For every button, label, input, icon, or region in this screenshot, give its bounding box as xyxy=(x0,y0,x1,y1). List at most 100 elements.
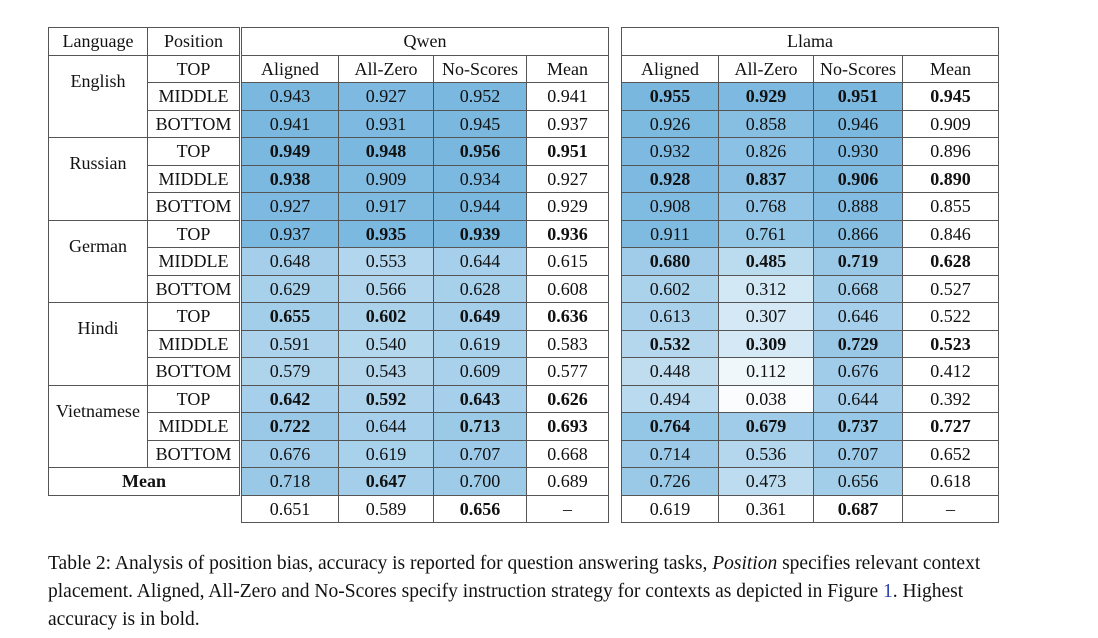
value-cell: – xyxy=(526,494,609,523)
table-row: 0.532 0.309 0.729 0.523 xyxy=(621,329,999,358)
value-cell: 0.494 xyxy=(621,384,719,413)
value-cell: 0.592 xyxy=(338,384,434,413)
table-row: 0.629 0.566 0.628 0.608 xyxy=(241,274,609,303)
value-cell: 0.929 xyxy=(526,192,609,221)
table-row: Vietnamese TOP xyxy=(48,384,240,468)
table-row: Hindi TOP xyxy=(48,302,240,386)
table-row: 0.579 0.543 0.609 0.577 xyxy=(241,357,609,386)
position-cell: BOTTOM xyxy=(147,274,240,303)
value-cell: 0.955 xyxy=(621,82,719,111)
value-cell: 0.679 xyxy=(718,412,814,441)
value-cell: 0.932 xyxy=(621,137,719,166)
value-cell: 0.602 xyxy=(338,302,434,331)
table-row: 0.938 0.909 0.934 0.927 xyxy=(241,164,609,193)
value-cell: 0.714 xyxy=(621,439,719,468)
value-cell: 0.934 xyxy=(433,164,527,193)
value-cell: 0.676 xyxy=(813,357,903,386)
language-cell: Russian xyxy=(48,137,148,221)
table-row: MIDDLE xyxy=(49,329,240,358)
value-cell: 0.668 xyxy=(813,274,903,303)
value-cell: 0.579 xyxy=(241,357,339,386)
mean-row-label: Mean xyxy=(48,467,240,496)
value-cell: 0.727 xyxy=(902,412,999,441)
value-cell: 0.908 xyxy=(621,192,719,221)
value-cell: 0.944 xyxy=(433,192,527,221)
table-row: 0.926 0.858 0.946 0.909 xyxy=(621,109,999,138)
table-row: BOTTOM xyxy=(49,357,240,386)
value-cell: 0.928 xyxy=(621,164,719,193)
value-cell: 0.713 xyxy=(433,412,527,441)
table-row: 0.949 0.948 0.956 0.951 xyxy=(241,137,609,166)
caption-text: specifies relevant context placement. Al… xyxy=(48,553,981,602)
value-cell: 0.642 xyxy=(241,384,339,413)
table-row: 0.932 0.826 0.930 0.896 xyxy=(621,137,999,166)
value-cell: 0.952 xyxy=(433,82,527,111)
column-header-aligned: Aligned xyxy=(241,54,339,83)
value-cell: 0.648 xyxy=(241,247,339,276)
table-row: 0.726 0.473 0.656 0.618 xyxy=(621,467,999,496)
value-cell: 0.909 xyxy=(902,109,999,138)
table-row: 0.613 0.307 0.646 0.522 xyxy=(621,302,999,331)
value-cell: 0.927 xyxy=(338,82,434,111)
value-cell: 0.689 xyxy=(526,467,609,496)
value-cell: 0.412 xyxy=(902,357,999,386)
value-cell: 0.837 xyxy=(718,164,814,193)
column-header-all-zero: All-Zero xyxy=(338,54,434,83)
value-cell: 0.473 xyxy=(718,467,814,496)
llama-header: Llama xyxy=(621,27,999,56)
column-header-aligned: Aligned xyxy=(621,54,719,83)
figure-link[interactable]: 1 xyxy=(883,581,893,602)
value-cell: 0.929 xyxy=(718,82,814,111)
value-cell: 0.656 xyxy=(433,494,527,523)
table-row: 0.619 0.361 0.687– xyxy=(621,494,999,523)
value-cell: 0.644 xyxy=(338,412,434,441)
value-cell: 0.626 xyxy=(526,384,609,413)
value-cell: 0.937 xyxy=(241,219,339,248)
qwen-header: Qwen xyxy=(241,27,609,56)
value-cell: 0.644 xyxy=(433,247,527,276)
value-cell: 0.700 xyxy=(433,467,527,496)
value-cell: 0.668 xyxy=(526,439,609,468)
column-header-all-zero: All-Zero xyxy=(718,54,814,83)
table-row: German TOP xyxy=(48,219,240,303)
value-cell: 0.629 xyxy=(241,274,339,303)
value-cell: 0.609 xyxy=(433,357,527,386)
value-cell: 0.656 xyxy=(813,467,903,496)
value-cell: 0.707 xyxy=(813,439,903,468)
position-cell: TOP xyxy=(147,302,240,331)
value-cell: 0.946 xyxy=(813,109,903,138)
value-cell: 0.651 xyxy=(241,494,339,523)
value-cell: 0.693 xyxy=(526,412,609,441)
table-row: 0.908 0.768 0.888 0.855 xyxy=(621,192,999,221)
value-cell: 0.485 xyxy=(718,247,814,276)
value-cell: 0.527 xyxy=(902,274,999,303)
table-row: 0.722 0.644 0.713 0.693 xyxy=(241,412,609,441)
position-cell: MIDDLE xyxy=(147,247,240,276)
value-cell: 0.927 xyxy=(241,192,339,221)
value-cell: 0.846 xyxy=(902,219,999,248)
value-cell: 0.949 xyxy=(241,137,339,166)
table-row: 0.655 0.602 0.649 0.636 xyxy=(241,302,609,331)
column-header-mean: Mean xyxy=(902,54,999,83)
value-cell: – xyxy=(902,494,999,523)
value-cell: 0.945 xyxy=(902,82,999,111)
caption-text: Table 2: Analysis of position bias, accu… xyxy=(48,553,713,574)
value-cell: 0.644 xyxy=(813,384,903,413)
caption-italic: Position xyxy=(712,553,778,574)
value-cell: 0.680 xyxy=(621,247,719,276)
position-cell: BOTTOM xyxy=(147,192,240,221)
table-row: BOTTOM xyxy=(49,192,240,221)
value-cell: 0.930 xyxy=(813,137,903,166)
value-cell: 0.655 xyxy=(241,302,339,331)
value-cell: 0.719 xyxy=(813,247,903,276)
value-cell: 0.628 xyxy=(902,247,999,276)
table-row: 0.943 0.927 0.952 0.941 xyxy=(241,82,609,111)
qwen-results-table: Qwen Aligned All-Zero No-Scores Mean 0.943 0.9… xyxy=(241,27,609,523)
value-cell: 0.312 xyxy=(718,274,814,303)
value-cell: 0.112 xyxy=(718,357,814,386)
value-cell: 0.927 xyxy=(526,164,609,193)
value-cell: 0.926 xyxy=(621,109,719,138)
value-cell: 0.577 xyxy=(526,357,609,386)
table-caption: Table 2: Analysis of position bias, accu… xyxy=(48,550,1008,634)
table-row: BOTTOM xyxy=(49,439,240,468)
